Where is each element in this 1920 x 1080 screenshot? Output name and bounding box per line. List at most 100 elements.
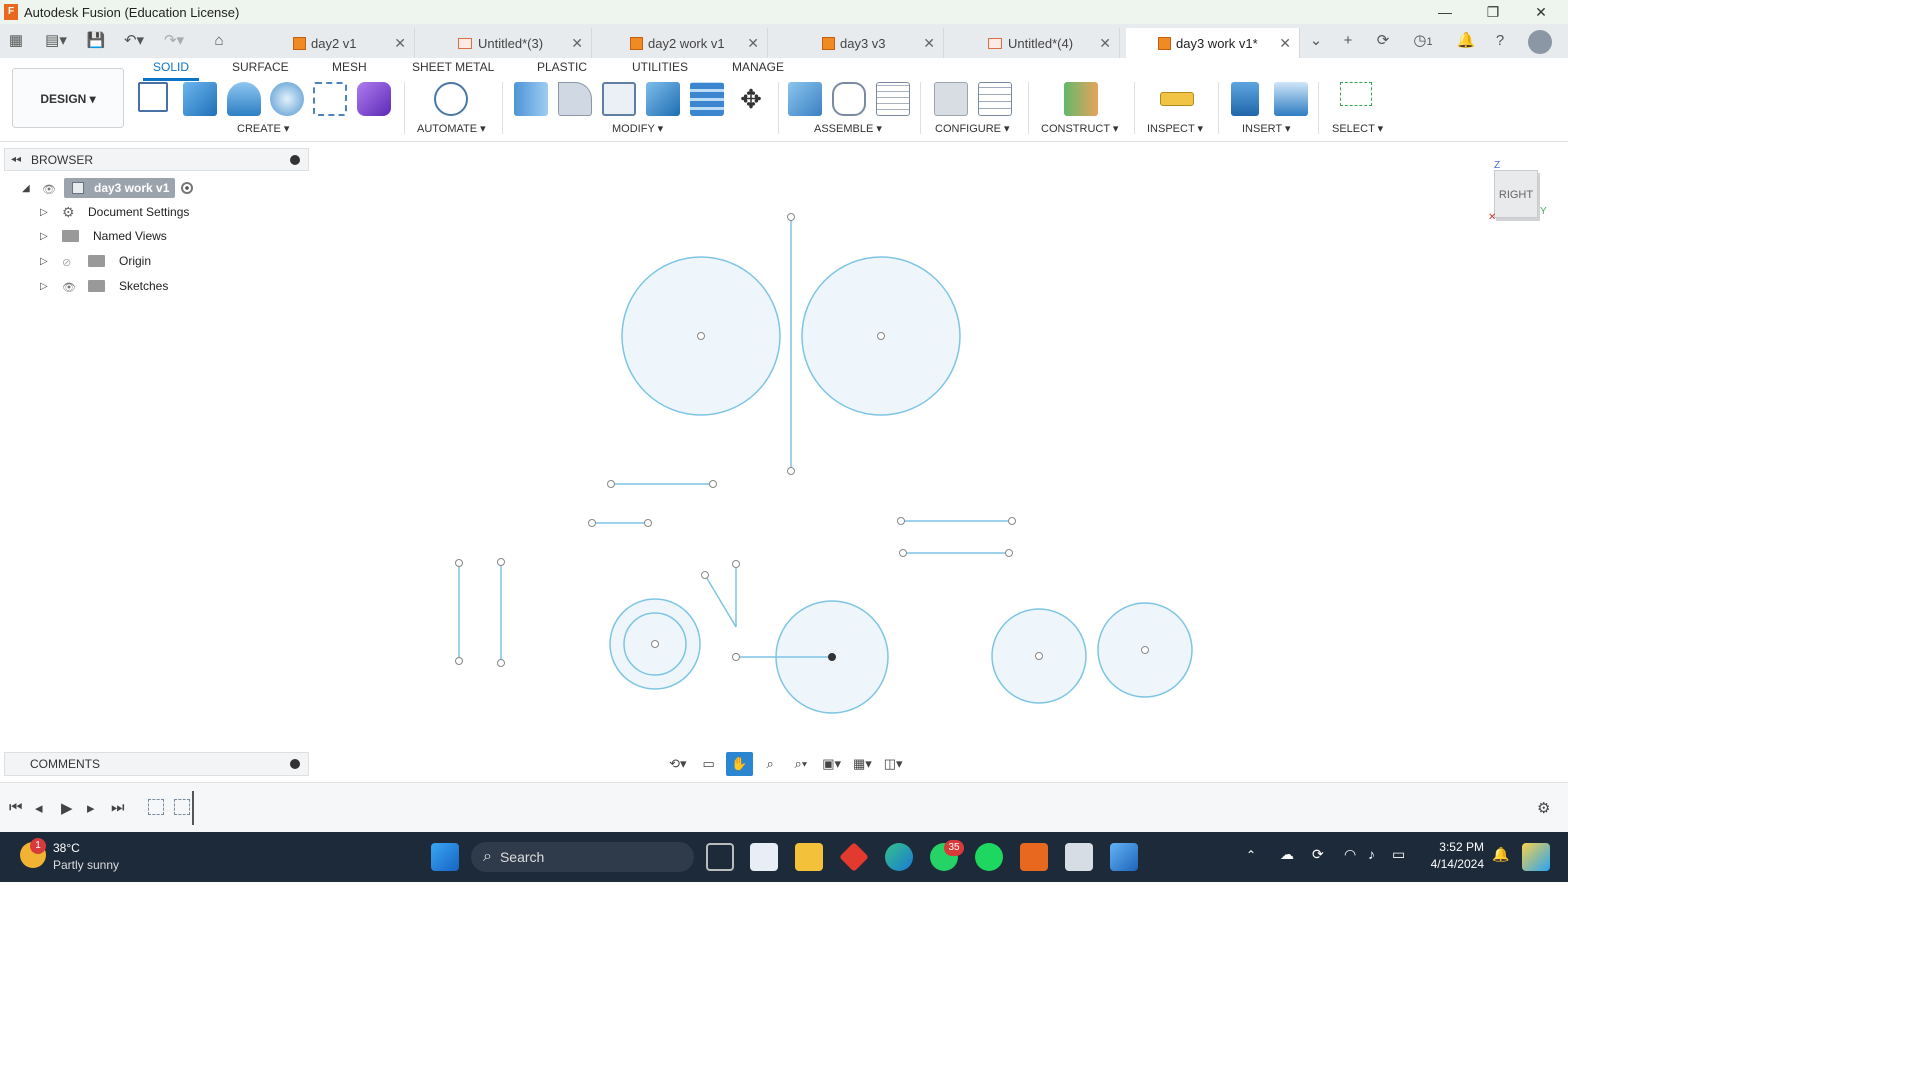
- hidden-eye-icon[interactable]: ⊘: [62, 257, 72, 269]
- maximize-button[interactable]: ❐: [1486, 4, 1500, 20]
- job-status-icon[interactable]: ◷1: [1413, 32, 1433, 49]
- tab-sheet-metal[interactable]: SHEET METAL: [412, 60, 495, 74]
- sketch-point[interactable]: [588, 519, 596, 527]
- sketch-point[interactable]: [651, 640, 659, 648]
- save-icon[interactable]: 💾: [86, 32, 106, 49]
- tab-day2-work-v1[interactable]: day2 work v1 ✕: [596, 28, 768, 58]
- timeline-sketch-feature[interactable]: [148, 799, 164, 815]
- look-at-icon[interactable]: ▭: [702, 756, 715, 771]
- pan-icon[interactable]: ✋: [725, 752, 754, 776]
- sketch-point[interactable]: [701, 571, 709, 579]
- group-select[interactable]: SELECT ▾: [1332, 123, 1384, 135]
- revolve-icon[interactable]: [227, 82, 261, 116]
- snipping-tool-icon[interactable]: [1065, 843, 1093, 871]
- visibility-eye-icon[interactable]: 👁: [42, 184, 56, 196]
- expand-triangle-icon[interactable]: ▷: [40, 280, 48, 292]
- spotify-icon[interactable]: [975, 843, 1003, 871]
- onedrive-icon[interactable]: ☁: [1280, 846, 1294, 862]
- sketch-point[interactable]: [644, 519, 652, 527]
- file-explorer-icon[interactable]: [795, 843, 823, 871]
- collapse-triangle-icon[interactable]: ◢: [22, 182, 30, 194]
- split-body-icon[interactable]: [690, 82, 724, 116]
- sketch-point[interactable]: [899, 549, 907, 557]
- copilot-icon[interactable]: [1522, 843, 1550, 871]
- extrude-icon[interactable]: [183, 82, 217, 116]
- fusion-taskbar-icon[interactable]: [1020, 843, 1048, 871]
- tab-manage[interactable]: MANAGE: [732, 60, 785, 74]
- notification-bell-icon[interactable]: 🔔: [1492, 846, 1510, 862]
- sketch-point[interactable]: [455, 657, 463, 665]
- sketch-point[interactable]: [497, 558, 505, 566]
- minimize-button[interactable]: —: [1438, 4, 1452, 20]
- group-create[interactable]: CREATE ▾: [237, 123, 290, 135]
- sketch-point[interactable]: [828, 653, 836, 661]
- create-sketch-icon[interactable]: [138, 82, 168, 112]
- sketch-point[interactable]: [732, 653, 740, 661]
- visibility-eye-icon[interactable]: 👁: [62, 282, 76, 294]
- browser-item-named-views[interactable]: ▷ Named Views: [40, 225, 167, 247]
- timeline-marker[interactable]: [192, 791, 194, 825]
- browser-root-item[interactable]: ◢ 👁 day3 work v1: [22, 177, 194, 199]
- step-back-icon[interactable]: ◂: [35, 800, 43, 817]
- move-copy-icon[interactable]: ✥: [740, 84, 762, 114]
- extensions-icon[interactable]: ⟳: [1376, 32, 1390, 49]
- sketch-point[interactable]: [709, 480, 717, 488]
- sketch-point[interactable]: [455, 559, 463, 567]
- browser-options-icon[interactable]: [290, 154, 300, 165]
- group-assemble[interactable]: ASSEMBLE ▾: [814, 123, 882, 135]
- edge-icon[interactable]: [885, 843, 913, 871]
- group-inspect[interactable]: INSPECT ▾: [1147, 123, 1204, 135]
- fillet-icon[interactable]: [558, 82, 592, 116]
- sketch-point[interactable]: [1005, 549, 1013, 557]
- sync-icon[interactable]: ⟳: [1312, 846, 1324, 862]
- microsoft-store-icon[interactable]: [750, 843, 778, 871]
- tab-surface[interactable]: SURFACE: [232, 60, 289, 74]
- expand-triangle-icon[interactable]: ▷: [40, 206, 48, 218]
- bom-icon[interactable]: [876, 82, 910, 116]
- automate-icon[interactable]: [434, 82, 468, 116]
- sketch-geometry[interactable]: [455, 213, 1193, 714]
- anydesk-icon[interactable]: [839, 842, 869, 872]
- sketch-point[interactable]: [897, 517, 905, 525]
- sketch-point[interactable]: [1141, 646, 1149, 654]
- apps-grid-icon[interactable]: ▦: [8, 32, 24, 49]
- sketch-point[interactable]: [877, 332, 885, 340]
- step-forward-icon[interactable]: ▸: [87, 800, 95, 817]
- graphics-canvas[interactable]: [0, 0, 1568, 882]
- tab-untitled-4[interactable]: Untitled*(4) ✕: [948, 28, 1120, 58]
- tab-overflow-icon[interactable]: ⌄: [1309, 32, 1323, 49]
- zoom-icon[interactable]: ⌕: [766, 756, 774, 771]
- configure-icon[interactable]: [934, 82, 968, 116]
- battery-icon[interactable]: ▭: [1392, 846, 1406, 862]
- insert-mcmaster-icon[interactable]: [1231, 82, 1259, 116]
- tab-day3-v3[interactable]: day3 v3 ✕: [772, 28, 944, 58]
- close-tab-icon[interactable]: ✕: [923, 34, 935, 51]
- sketch-point[interactable]: [697, 332, 705, 340]
- activate-component-icon[interactable]: [181, 182, 194, 194]
- new-component-icon[interactable]: [788, 82, 822, 116]
- orbit-icon[interactable]: ⟲▾: [669, 756, 687, 771]
- display-settings-icon[interactable]: ▣▾: [822, 756, 842, 771]
- timeline-sketch-feature[interactable]: [174, 799, 190, 815]
- close-button[interactable]: ✕: [1535, 4, 1547, 20]
- group-automate[interactable]: AUTOMATE ▾: [417, 123, 486, 135]
- configuration-table-icon[interactable]: [978, 82, 1012, 116]
- new-tab-icon[interactable]: +: [1343, 32, 1353, 49]
- tab-day2-v1[interactable]: day2 v1 ✕: [245, 28, 415, 58]
- expand-triangle-icon[interactable]: ▷: [40, 255, 48, 267]
- show-hidden-icons[interactable]: ⌃: [1246, 848, 1257, 862]
- root-component-chip[interactable]: day3 work v1: [64, 178, 176, 198]
- shell-icon[interactable]: [602, 82, 636, 116]
- wifi-icon[interactable]: ◠: [1344, 846, 1357, 862]
- task-view-icon[interactable]: [706, 843, 734, 871]
- expand-triangle-icon[interactable]: ▷: [40, 230, 48, 242]
- combine-icon[interactable]: [646, 82, 680, 116]
- measure-icon[interactable]: [1160, 92, 1194, 106]
- close-tab-icon[interactable]: ✕: [571, 34, 583, 51]
- home-icon[interactable]: ⌂: [214, 32, 224, 49]
- windows-start-icon[interactable]: [431, 843, 459, 871]
- sketch-line[interactable]: [704, 574, 737, 628]
- close-tab-icon[interactable]: ✕: [394, 34, 406, 51]
- go-to-end-icon[interactable]: ⏭: [111, 799, 125, 816]
- sketch-point[interactable]: [1008, 517, 1016, 525]
